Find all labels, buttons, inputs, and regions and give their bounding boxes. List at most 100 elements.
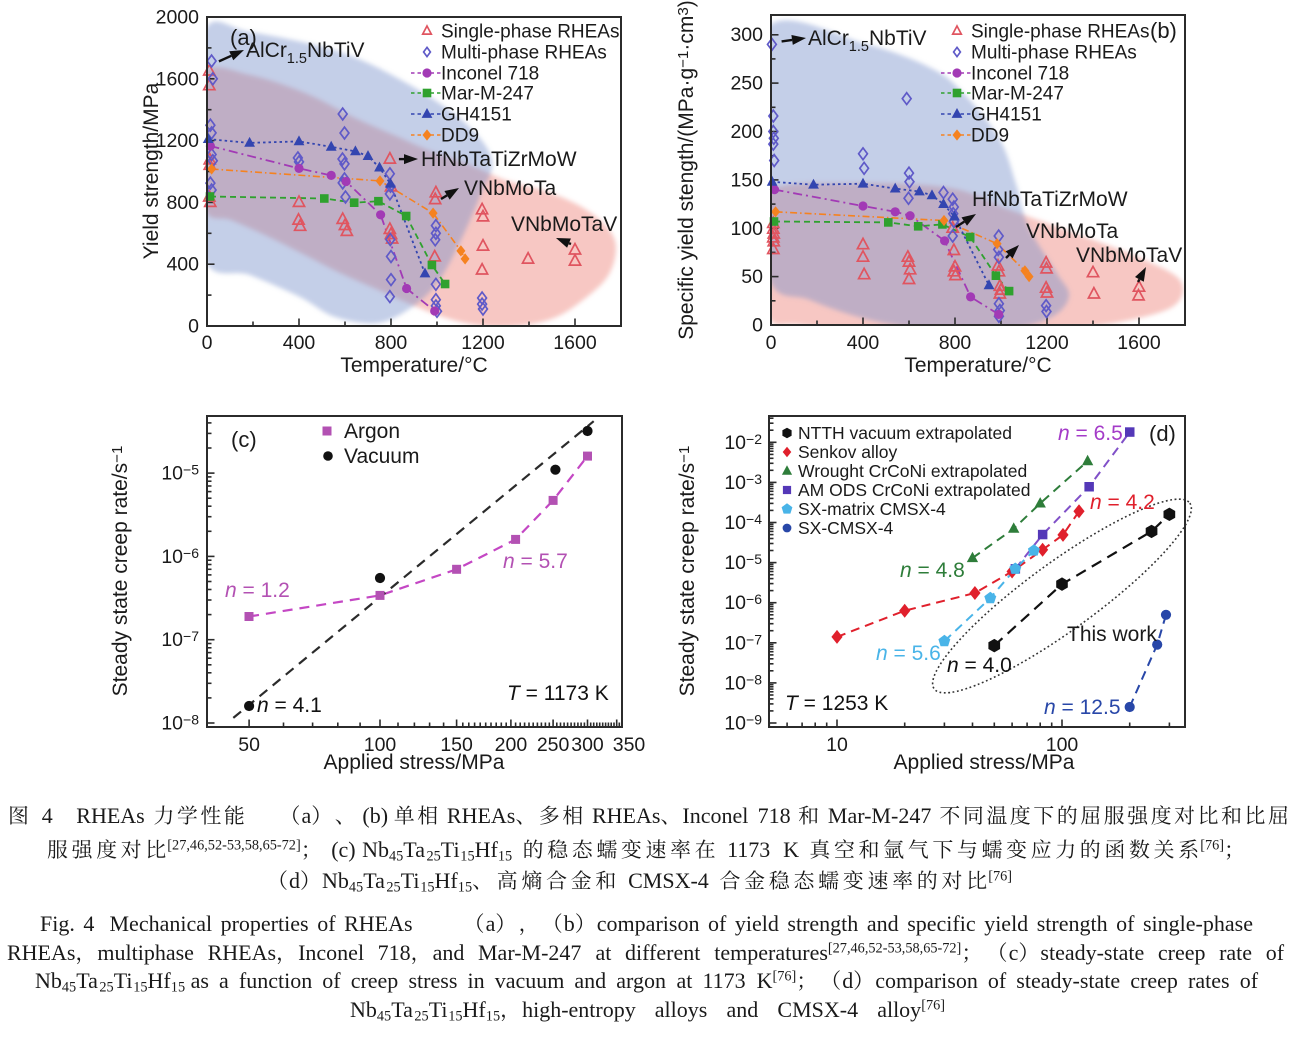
svg-text:25: 25: [427, 849, 441, 865]
svg-text:Hf: Hf: [475, 837, 499, 862]
svg-text:[76]: [76]: [988, 869, 1012, 885]
svg-text:50: 50: [238, 734, 260, 756]
svg-text:RHEAs: RHEAs: [7, 940, 75, 965]
svg-text:and: and: [433, 940, 465, 965]
svg-text:Temperature/°C: Temperature/°C: [340, 354, 487, 377]
svg-text:[76]: [76]: [1200, 838, 1224, 854]
svg-text:VNbMoTaV: VNbMoTaV: [1076, 244, 1182, 267]
svg-text:HfNbTaTiZrMoW: HfNbTaTiZrMoW: [421, 148, 577, 171]
svg-text:and: and: [727, 997, 759, 1022]
svg-text:Multi-phase RHEAs: Multi-phase RHEAs: [971, 43, 1137, 64]
svg-text:[27,46,52-53,58,65-72]: [27,46,52-53,58,65-72]: [167, 838, 300, 854]
svg-text:Inconel 718: Inconel 718: [971, 64, 1069, 85]
svg-text:2000: 2000: [156, 7, 200, 29]
svg-text:350: 350: [613, 734, 646, 756]
svg-text:of: of: [322, 968, 341, 993]
svg-text:Ti: Ti: [401, 868, 420, 893]
svg-text:25: 25: [414, 1009, 428, 1025]
svg-text:T = 1253 K: T = 1253 K: [785, 692, 888, 715]
svg-text:150: 150: [730, 169, 763, 191]
svg-text:(c): (c): [331, 837, 355, 862]
svg-text:rate: rate: [1219, 940, 1252, 965]
svg-text:GH4151: GH4151: [441, 105, 512, 126]
svg-text:4: 4: [83, 911, 94, 936]
svg-text:45: 45: [377, 1009, 391, 1025]
svg-text:and: and: [867, 911, 899, 936]
svg-text:45: 45: [62, 980, 76, 996]
svg-text:different: different: [625, 940, 700, 965]
svg-text:1173: 1173: [703, 968, 746, 993]
svg-text:Nb: Nb: [350, 997, 377, 1022]
svg-text:1200: 1200: [1025, 332, 1069, 354]
svg-text:15: 15: [486, 1009, 500, 1025]
svg-text:n = 6.5: n = 6.5: [1058, 422, 1123, 445]
svg-text:200: 200: [730, 121, 763, 143]
svg-text:SX-CMSX-4: SX-CMSX-4: [798, 518, 894, 538]
svg-text:properties: properties: [221, 911, 309, 936]
svg-text:400: 400: [283, 332, 316, 354]
svg-text:function: function: [239, 968, 312, 993]
svg-text:[76]: [76]: [773, 969, 797, 985]
svg-text:specific: specific: [907, 911, 976, 936]
svg-text:Hf: Hf: [435, 868, 459, 893]
svg-text:100: 100: [364, 734, 397, 756]
svg-text:GH4151: GH4151: [971, 105, 1042, 126]
svg-text:Hf: Hf: [148, 968, 172, 993]
svg-text:Ta: Ta: [363, 868, 385, 893]
svg-text:1200: 1200: [461, 332, 505, 354]
svg-text:1200: 1200: [156, 130, 200, 152]
svg-text:200: 200: [495, 734, 528, 756]
svg-text:(a): (a): [230, 25, 257, 50]
svg-text:AlCr: AlCr: [808, 27, 849, 50]
svg-text:n = 12.5: n = 12.5: [1044, 696, 1121, 719]
svg-text:strength: strength: [1037, 911, 1108, 936]
svg-text:1.5: 1.5: [849, 39, 869, 55]
svg-text:0: 0: [202, 332, 213, 354]
svg-text:45: 45: [349, 880, 363, 896]
svg-text:T = 1173 K: T = 1173 K: [507, 682, 609, 705]
svg-text:4: 4: [42, 803, 53, 828]
svg-text:RHEAs: RHEAs: [208, 940, 276, 965]
svg-text:100: 100: [1046, 734, 1079, 756]
svg-text:comparison: comparison: [597, 911, 700, 936]
svg-text:argon: argon: [616, 968, 666, 993]
svg-text:b: b: [564, 911, 575, 936]
svg-text:718: 718: [378, 940, 411, 965]
svg-text:K: K: [757, 968, 773, 993]
svg-text:Nb: Nb: [362, 837, 389, 862]
svg-text:Hf: Hf: [463, 997, 487, 1022]
svg-text:RHEAs: RHEAs: [592, 803, 660, 828]
svg-text:300: 300: [730, 24, 763, 46]
svg-text:Nb: Nb: [35, 968, 62, 993]
svg-text:Wrought CrCoNi extrapolated: Wrought CrCoNi extrapolated: [798, 461, 1027, 481]
svg-text:250: 250: [537, 734, 570, 756]
svg-text:0: 0: [766, 332, 777, 354]
svg-text:10: 10: [826, 734, 848, 756]
svg-text:[27,46,52-53,58,65-72]: [27,46,52-53,58,65-72]: [828, 941, 961, 957]
svg-text:400: 400: [166, 254, 199, 276]
svg-text:1600: 1600: [553, 332, 597, 354]
svg-text:Inconel: Inconel: [298, 940, 364, 965]
svg-text:Inconel 718: Inconel 718: [441, 64, 539, 85]
svg-text:multiphase: multiphase: [97, 940, 194, 965]
svg-text:Ti: Ti: [441, 837, 460, 862]
svg-text:1600: 1600: [1117, 332, 1161, 354]
svg-text:of: of: [988, 968, 1007, 993]
svg-text:Argon: Argon: [344, 420, 400, 443]
svg-text:creep: creep: [1158, 940, 1206, 965]
svg-text:50: 50: [741, 266, 763, 288]
svg-text:comparison: comparison: [875, 968, 978, 993]
svg-text:NTTH vacuum extrapolated: NTTH vacuum extrapolated: [798, 423, 1012, 443]
svg-text:in: in: [468, 968, 485, 993]
svg-text:high-entropy: high-entropy: [522, 997, 636, 1022]
svg-text:a: a: [486, 911, 496, 936]
svg-text:Fig.: Fig.: [40, 911, 75, 936]
svg-text:temperatures: temperatures: [714, 940, 828, 965]
svg-text:VNbMoTa: VNbMoTa: [1026, 220, 1119, 243]
svg-text:at: at: [596, 940, 612, 965]
svg-text:as: as: [191, 968, 209, 993]
svg-text:Applied stress/MPa: Applied stress/MPa: [324, 751, 505, 774]
svg-text:CMSX-4: CMSX-4: [777, 997, 858, 1022]
svg-text:n = 1.2: n = 1.2: [225, 579, 290, 602]
svg-text:NbTiV: NbTiV: [307, 39, 365, 62]
